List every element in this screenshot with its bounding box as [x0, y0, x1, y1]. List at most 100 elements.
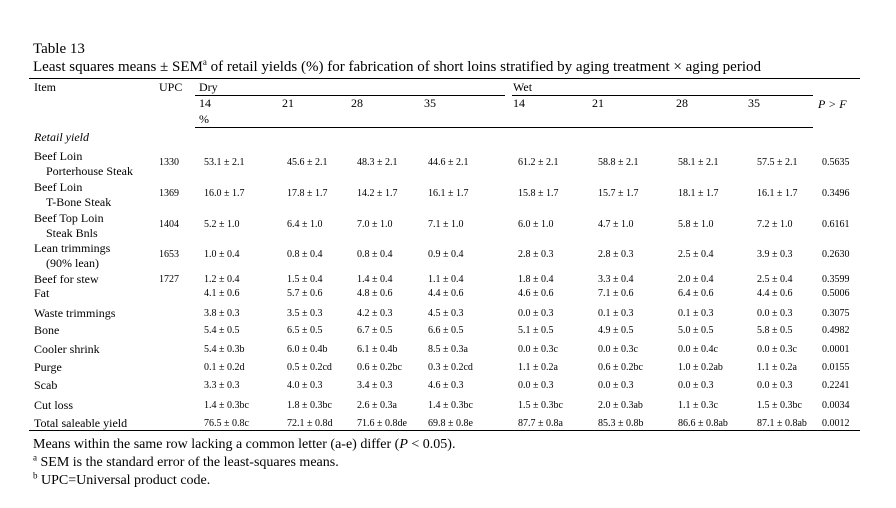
table-number: Table 13	[33, 41, 85, 57]
dry-value-cell: 4.2 ± 0.3	[357, 308, 393, 319]
wet-group-rule	[512, 95, 813, 96]
header-wet: Wet	[513, 80, 533, 94]
pvalue-cell: 0.0001	[822, 344, 850, 355]
pvalue-cell: 0.3599	[822, 274, 850, 285]
section-label: Retail yield	[34, 130, 89, 144]
row-label-line-1: Scab	[34, 378, 58, 392]
upc-cell: 1727	[159, 274, 179, 285]
dry-value-cell: 5.4 ± 0.5	[204, 325, 240, 336]
dry-value-cell: 1.1 ± 0.4	[428, 274, 464, 285]
dry-value-cell: 0.1 ± 0.2d	[204, 362, 245, 373]
row-label-line-1: Purge	[34, 360, 62, 374]
dry-value-cell: 44.6 ± 2.1	[428, 157, 469, 168]
dry-value-cell: 6.6 ± 0.5	[428, 325, 464, 336]
row-label-line-1: Cut loss	[34, 398, 74, 412]
footnote-means-part-2: < 0.05).	[407, 437, 456, 452]
wet-value-cell: 4.4 ± 0.6	[757, 288, 793, 299]
wet-value-cell: 0.6 ± 0.2bc	[598, 362, 643, 373]
wet-value-cell: 1.1 ± 0.3c	[678, 400, 718, 411]
wet-value-cell: 4.7 ± 1.0	[598, 219, 634, 230]
header-item: Item	[34, 80, 56, 94]
row-label-line-1: Beef for stew	[34, 272, 99, 286]
wet-value-cell: 1.5 ± 0.3bc	[757, 400, 802, 411]
dry-value-cell: 5.2 ± 1.0	[204, 219, 240, 230]
wet-value-cell: 3.3 ± 0.4	[598, 274, 634, 285]
row-label: Scab	[34, 378, 57, 393]
dry-value-cell: 0.9 ± 0.4	[428, 249, 464, 260]
wet-value-cell: 0.1 ± 0.3	[678, 308, 714, 319]
row-label: Beef for stew	[34, 272, 99, 287]
row-label: Total saleable yield	[34, 416, 127, 431]
dry-value-cell: 4.6 ± 0.3	[428, 380, 464, 391]
wet-value-cell: 57.5 ± 2.1	[757, 157, 798, 168]
header-dry-period-1: 14	[199, 96, 211, 110]
row-label: Purge	[34, 360, 62, 375]
dry-value-cell: 0.6 ± 0.2bc	[357, 362, 402, 373]
footnote-sem-text: SEM is the standard error of the least-s…	[37, 455, 339, 470]
row-label: Cooler shrink	[34, 342, 100, 357]
wet-value-cell: 58.8 ± 2.1	[598, 157, 639, 168]
dry-value-cell: 17.8 ± 1.7	[287, 188, 328, 199]
dry-value-cell: 72.1 ± 0.8d	[287, 418, 333, 429]
row-label-line-1: Beef Loin	[34, 180, 83, 194]
upc-cell: 1653	[159, 249, 179, 260]
header-wet-period-4: 35	[748, 96, 760, 110]
wet-value-cell: 85.3 ± 0.8b	[598, 418, 644, 429]
pvalue-cell: 0.6161	[822, 219, 850, 230]
wet-value-cell: 4.9 ± 0.5	[598, 325, 634, 336]
wet-value-cell: 61.2 ± 2.1	[518, 157, 559, 168]
bottom-rule	[29, 430, 860, 431]
row-label: Beef Loin T-Bone Steak	[34, 180, 111, 210]
pvalue-cell: 0.4982	[822, 325, 850, 336]
dry-value-cell: 69.8 ± 0.8e	[428, 418, 473, 429]
footnote-upc: b UPC=Universal product code.	[33, 471, 210, 489]
row-label-line-2: Porterhouse Steak	[46, 164, 133, 178]
pvalue-cell: 0.0155	[822, 362, 850, 373]
wet-value-cell: 0.0 ± 0.4c	[678, 344, 718, 355]
dry-value-cell: 0.3 ± 0.2cd	[428, 362, 473, 373]
wet-value-cell: 0.0 ± 0.3c	[518, 344, 558, 355]
pvalue-cell: 0.3075	[822, 308, 850, 319]
unit-rule	[195, 127, 813, 128]
dry-value-cell: 3.5 ± 0.3	[287, 308, 323, 319]
wet-value-cell: 0.1 ± 0.3	[598, 308, 634, 319]
wet-value-cell: 0.0 ± 0.3	[678, 380, 714, 391]
wet-value-cell: 6.0 ± 1.0	[518, 219, 554, 230]
dry-value-cell: 4.5 ± 0.3	[428, 308, 464, 319]
pvalue-cell: 0.0012	[822, 418, 850, 429]
dry-value-cell: 4.8 ± 0.6	[357, 288, 393, 299]
dry-value-cell: 76.5 ± 0.8c	[204, 418, 249, 429]
wet-value-cell: 86.6 ± 0.8ab	[678, 418, 728, 429]
row-label-line-1: Fat	[34, 286, 50, 300]
dry-value-cell: 1.0 ± 0.4	[204, 249, 240, 260]
pvalue-cell: 0.0034	[822, 400, 850, 411]
wet-value-cell: 1.1 ± 0.2a	[757, 362, 797, 373]
footnote-means-part-1: Means within the same row lacking a comm…	[33, 437, 400, 452]
dry-value-cell: 6.4 ± 1.0	[287, 219, 323, 230]
row-label: Cut loss	[34, 398, 73, 413]
pvalue-cell: 0.2630	[822, 249, 850, 260]
pvalue-cell: 0.3496	[822, 188, 850, 199]
wet-value-cell: 2.8 ± 0.3	[598, 249, 634, 260]
upc-cell: 1369	[159, 188, 179, 199]
row-label-line-1: Beef Loin	[34, 149, 83, 163]
dry-value-cell: 16.0 ± 1.7	[204, 188, 245, 199]
dry-value-cell: 2.6 ± 0.3a	[357, 400, 397, 411]
wet-value-cell: 2.0 ± 0.4	[678, 274, 714, 285]
row-label-line-2: (90% lean)	[46, 256, 99, 270]
wet-value-cell: 5.8 ± 1.0	[678, 219, 714, 230]
wet-value-cell: 0.0 ± 0.3c	[598, 344, 638, 355]
upc-cell: 1330	[159, 157, 179, 168]
row-label: Fat	[34, 286, 49, 301]
dry-value-cell: 1.4 ± 0.3bc	[204, 400, 249, 411]
wet-value-cell: 15.7 ± 1.7	[598, 188, 639, 199]
header-dry-period-4: 35	[424, 96, 436, 110]
dry-value-cell: 4.0 ± 0.3	[287, 380, 323, 391]
wet-value-cell: 0.0 ± 0.3	[757, 308, 793, 319]
row-label-line-1: Waste trimmings	[34, 306, 116, 320]
dry-value-cell: 6.1 ± 0.4b	[357, 344, 398, 355]
title-part-1: Least squares means ± SEM	[33, 59, 203, 75]
dry-value-cell: 6.7 ± 0.5	[357, 325, 393, 336]
row-label-line-1: Total saleable yield	[34, 416, 128, 430]
dry-value-cell: 53.1 ± 2.1	[204, 157, 245, 168]
